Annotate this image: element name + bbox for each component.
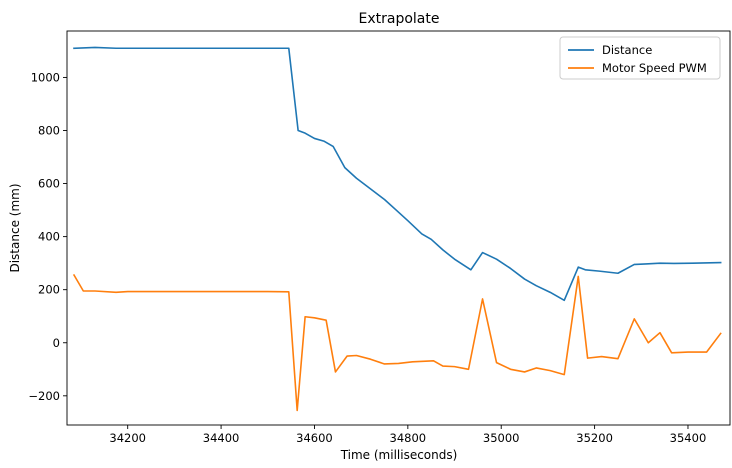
axes-frame [66, 30, 731, 426]
y-tick-label: 1000 [31, 70, 60, 84]
x-tick-label: 35200 [576, 431, 613, 445]
y-tick-label: 200 [38, 283, 60, 297]
series-line-distance [73, 46, 722, 302]
legend-box [559, 36, 721, 80]
legend: Distance Motor Speed PWM [559, 36, 721, 80]
series-line-motor-speed-pwm [72, 273, 722, 412]
x-tick-label: 35000 [483, 431, 520, 445]
y-tick-label: 800 [38, 123, 60, 137]
x-tick-label: 35400 [670, 431, 707, 445]
x-axis-label: Time (milliseconds) [340, 448, 458, 462]
y-tick-label: −200 [28, 389, 60, 403]
x-tick-label: 34800 [390, 431, 427, 445]
x-tick-label: 34200 [109, 431, 146, 445]
x-tick-label: 34400 [203, 431, 240, 445]
legend-label-distance: Distance [602, 43, 652, 57]
y-tick-label: 0 [53, 336, 60, 350]
plot-area: 34200 34400 34600 34800 35000 35200 35400 −200 0… [28, 30, 731, 445]
chart-title: Extrapolate [359, 11, 440, 27]
x-tick-label: 34600 [296, 431, 333, 445]
y-axis-label: Distance (mm) [8, 183, 22, 272]
y-tick-label: 400 [38, 230, 60, 244]
legend-label-motor-speed-pwm: Motor Speed PWM [602, 61, 707, 75]
y-tick-label: 600 [38, 177, 60, 191]
